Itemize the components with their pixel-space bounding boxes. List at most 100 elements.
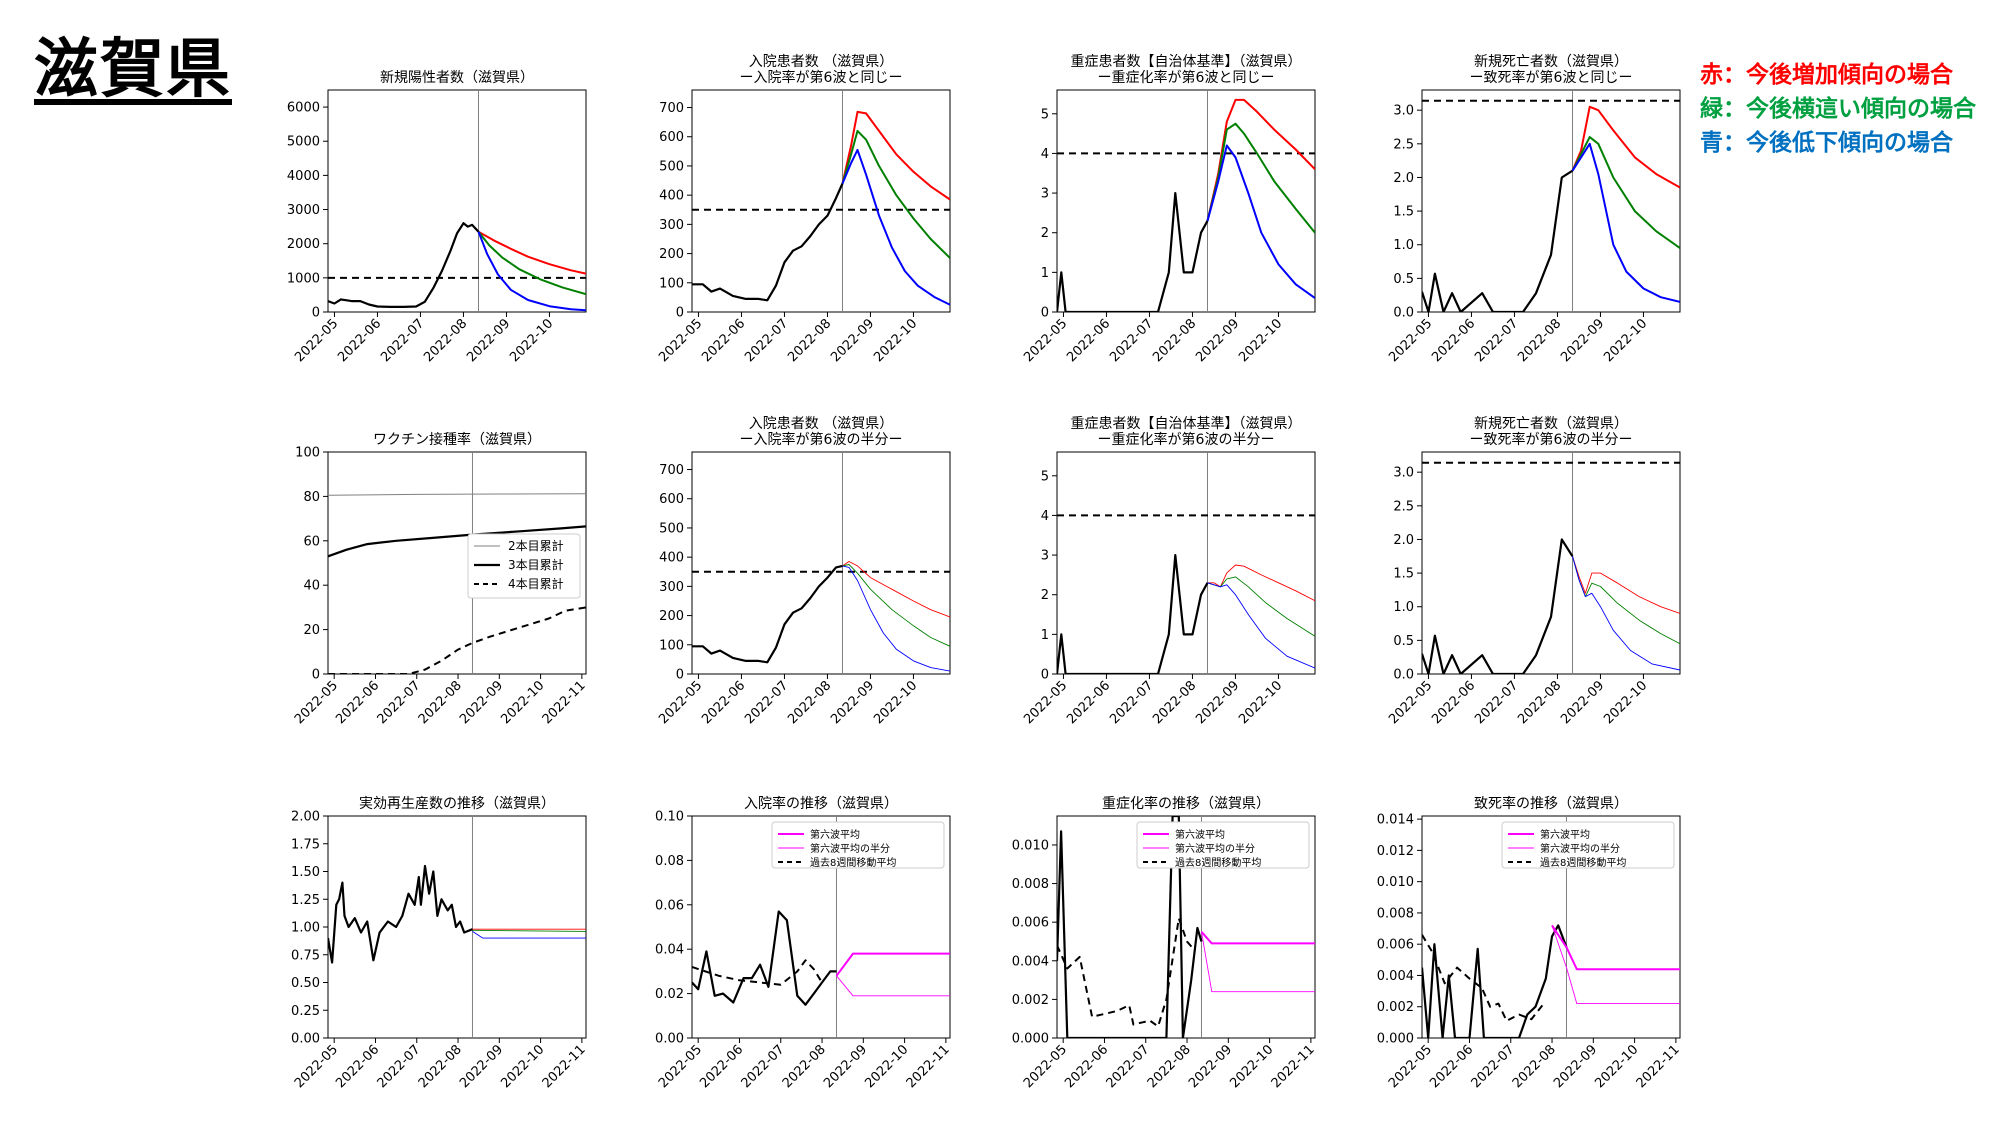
y-tick-label: 300 (659, 218, 684, 233)
x-tick-label: 2022-09 (1193, 316, 1242, 365)
x-tick-label: 2022-08 (416, 1042, 465, 1091)
plot-area (1422, 90, 1680, 312)
y-tick-label: 0 (1041, 306, 1049, 321)
x-tick-label: 2022-08 (1510, 1042, 1559, 1091)
y-tick-label: 0.0 (1393, 306, 1414, 321)
x-tick-label: 2022-11 (540, 1042, 589, 1091)
y-tick-label: 6000 (287, 101, 320, 116)
x-tick-label: 2022-06 (335, 316, 384, 365)
x-tick-label: 2022-09 (1186, 1042, 1235, 1091)
y-tick-label: 0.10 (655, 810, 684, 825)
y-tick-label: 0.06 (655, 898, 684, 913)
legend-frame (467, 533, 581, 599)
x-tick-label: 2022-07 (742, 316, 791, 365)
x-tick-label: 2022-07 (375, 1042, 424, 1091)
y-tick-label: 1.0 (1393, 600, 1414, 615)
series-blue (477, 231, 586, 312)
x-tick-label: 2022-09 (457, 1042, 506, 1091)
x-tick-label: 2022-09 (1558, 316, 1607, 365)
y-tick-label: 0 (312, 306, 320, 321)
chart-title: ー致死率が第6波の半分ー (1470, 431, 1633, 448)
series-blue_thin (842, 565, 950, 672)
y-tick-label: 0.75 (291, 948, 320, 963)
plot-frame (1056, 451, 1316, 675)
series-blue_thin (472, 931, 586, 939)
chart-title: 実効再生産数の推移（滋賀県） (359, 796, 555, 812)
series-red_thin (842, 561, 950, 618)
chart-c9: 実効再生産数の推移（滋賀県） 0.00 0.25 0.50 0.75 1.00 1.25 1.… (291, 796, 589, 1091)
y-tick-label: 0.004 (1012, 954, 1049, 969)
chart-c4: 新規死亡者数（滋賀県）ー致死率が第6波と同じー 0.0 0.5 1.0 1.5 2.0 2.… (1386, 54, 1681, 365)
plot-frame (327, 89, 587, 313)
series-black (1057, 192, 1209, 312)
x-tick-label: 2022-09 (457, 678, 506, 727)
y-tick-label: 1.50 (291, 865, 320, 880)
y-tick-label: 200 (659, 609, 684, 624)
y-tick-label: 600 (659, 492, 684, 507)
page-title: 滋賀県 (34, 33, 232, 107)
chart-title: 入院率の推移（滋賀県） (744, 795, 898, 812)
legend-red-increase: 赤：今後増加傾向の場合 (1700, 62, 1953, 88)
y-tick-label: 100 (659, 638, 684, 653)
legend-label: 2本目累計 (508, 538, 564, 553)
y-tick-label: 1.00 (291, 921, 320, 936)
x-tick-label: 2022-10 (498, 678, 547, 727)
plot-area (1422, 452, 1680, 674)
x-tick-label: 2022-10 (1601, 316, 1650, 365)
x-tick-label: 2022-06 (1429, 316, 1478, 365)
series-red (478, 230, 586, 275)
legend-label: 第六波平均 (1540, 828, 1590, 841)
y-tick-label: 1.5 (1393, 567, 1414, 582)
x-tick-label: 2022-06 (697, 1042, 746, 1091)
y-tick-label: 0.006 (1012, 916, 1049, 931)
chart-title: 入院患者数 （滋賀県） (749, 54, 893, 70)
y-tick-label: 1.75 (291, 837, 320, 852)
series-red_thin (1207, 564, 1315, 602)
series-green (1206, 122, 1315, 234)
x-tick-label: 2022-08 (1150, 678, 1199, 727)
y-tick-label: 0.5 (1393, 272, 1414, 287)
y-tick-label: 0.08 (655, 854, 684, 869)
y-tick-label: 500 (659, 521, 684, 536)
x-tick-label: 2022-07 (739, 1042, 788, 1091)
y-tick-label: 60 (303, 534, 320, 549)
x-tick-label: 2022-05 (1021, 678, 1070, 727)
series-thin (328, 493, 586, 496)
x-tick-label: 2022-07 (742, 678, 791, 727)
chart-c2: 入院患者数 （滋賀県）ー入院率が第6波と同じー 0 100 200 300 400 500 6… (656, 54, 951, 365)
chart-title: 新規陽性者数（滋賀県） (380, 70, 534, 86)
y-tick-label: 0.00 (291, 1032, 320, 1047)
y-tick-label: 0.25 (291, 1004, 320, 1019)
x-tick-label: 2022-08 (421, 316, 470, 365)
y-tick-label: 200 (659, 247, 684, 262)
x-tick-label: 2022-05 (292, 1042, 341, 1091)
x-tick-label: 2022-08 (785, 316, 834, 365)
y-tick-label: 20 (303, 623, 320, 638)
chart-title: 致死率の推移（滋賀県） (1474, 795, 1628, 812)
y-tick-label: 0.010 (1377, 875, 1414, 890)
series-green_thin (842, 564, 950, 647)
x-tick-label: 2022-06 (1064, 678, 1113, 727)
x-tick-label: 2022-09 (464, 316, 513, 365)
legend-label: 第六波平均 (810, 828, 860, 841)
y-tick-label: 0.02 (655, 987, 684, 1002)
legend-label: 3本目累計 (508, 557, 564, 572)
x-tick-label: 2022-05 (656, 1042, 705, 1091)
plot-frame (691, 89, 951, 313)
x-tick-label: 2022-10 (871, 678, 920, 727)
x-tick-label: 2022-07 (1472, 678, 1521, 727)
x-tick-label: 2022-06 (333, 1042, 382, 1091)
chart-c8: 新規死亡者数（滋賀県）ー致死率が第6波の半分ー 0.0 0.5 1.0 1.5 2.0 2.… (1386, 416, 1681, 727)
series-red_thin (1572, 556, 1680, 614)
y-tick-label: 80 (303, 490, 320, 505)
x-tick-label: 2022-06 (1062, 1042, 1111, 1091)
chart-c6: 入院患者数 （滋賀県）ー入院率が第6波の半分ー 0 100 200 300 400 500 6… (656, 416, 951, 727)
x-tick-label: 2022-07 (1104, 1042, 1153, 1091)
x-tick-label: 2022-11 (904, 1042, 953, 1091)
y-tick-label: 700 (659, 101, 684, 116)
chart-legend: 2本目累計 3本目累計 4本目累計 (467, 533, 581, 599)
y-tick-label: 0.012 (1377, 844, 1414, 859)
plot-area (692, 816, 950, 1038)
x-tick-label: 2022-07 (1472, 316, 1521, 365)
legend-green-flat: 緑：今後横這い傾向の場合 (1700, 96, 1976, 122)
